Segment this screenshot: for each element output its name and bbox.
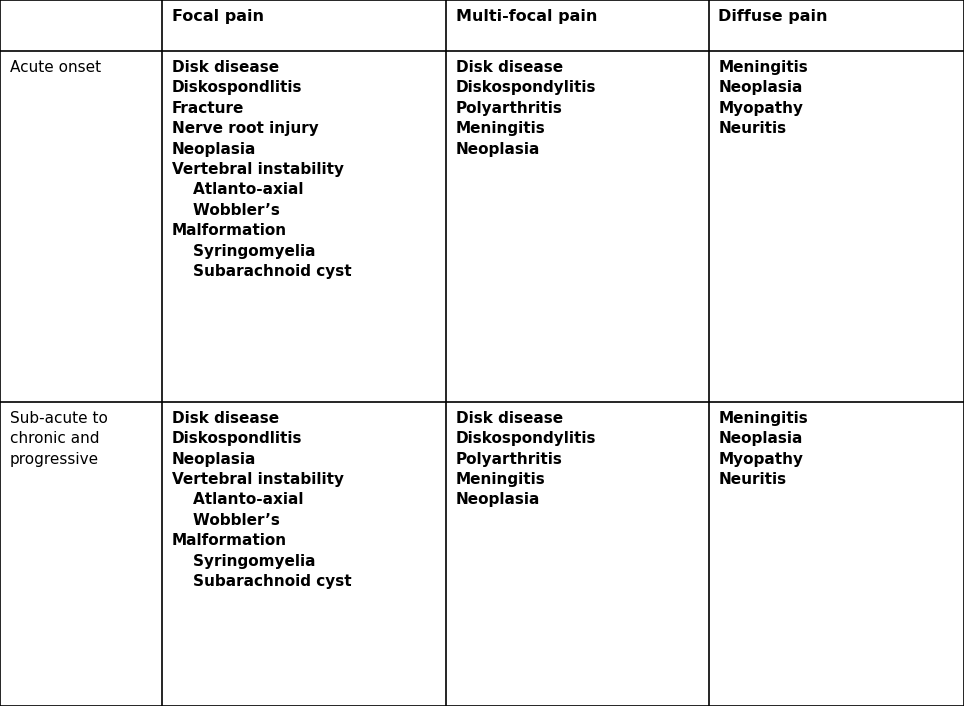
Text: Focal pain: Focal pain xyxy=(172,9,263,24)
Text: Disk disease
Diskospondlitis
Neoplasia
Vertebral instability
    Atlanto-axial
 : Disk disease Diskospondlitis Neoplasia V… xyxy=(172,411,351,589)
Text: Sub-acute to
chronic and
progressive: Sub-acute to chronic and progressive xyxy=(10,411,108,467)
Text: Disk disease
Diskospondlitis
Fracture
Nerve root injury
Neoplasia
Vertebral inst: Disk disease Diskospondlitis Fracture Ne… xyxy=(172,60,351,279)
Text: Meningitis
Neoplasia
Myopathy
Neuritis: Meningitis Neoplasia Myopathy Neuritis xyxy=(718,411,808,487)
Text: Disk disease
Diskospondylitis
Polyarthritis
Meningitis
Neoplasia: Disk disease Diskospondylitis Polyarthri… xyxy=(456,411,597,508)
Text: Acute onset: Acute onset xyxy=(10,60,101,75)
Text: Meningitis
Neoplasia
Myopathy
Neuritis: Meningitis Neoplasia Myopathy Neuritis xyxy=(718,60,808,136)
Text: Disk disease
Diskospondylitis
Polyarthritis
Meningitis
Neoplasia: Disk disease Diskospondylitis Polyarthri… xyxy=(456,60,597,157)
Text: Diffuse pain: Diffuse pain xyxy=(718,9,828,24)
Text: Multi-focal pain: Multi-focal pain xyxy=(456,9,598,24)
